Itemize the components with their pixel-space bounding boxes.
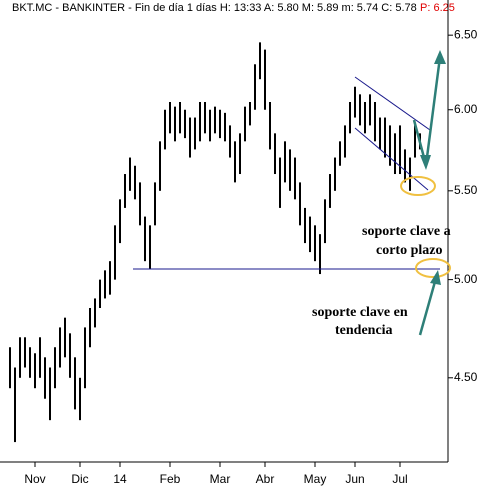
arrowhead (434, 50, 446, 64)
highlight (415, 258, 451, 278)
arrowhead (420, 155, 431, 170)
y-tick-label: 6.50 (454, 27, 478, 41)
x-tick-label: Abr (256, 472, 275, 486)
y-tick-label: 4.50 (454, 370, 478, 384)
plot (9, 42, 421, 443)
highlight (400, 176, 436, 196)
channel-line (354, 127, 429, 191)
x-tick-label: Jun (345, 472, 364, 486)
title-alert: P: 6.25 (420, 2, 455, 14)
x-tick-label: Nov (24, 472, 45, 486)
annotation: soporte clave a (362, 224, 451, 239)
channel-line (354, 76, 431, 131)
annotation: soporte clave en (312, 305, 408, 320)
y-tick-label: 5.00 (454, 272, 478, 286)
x-tick-label: 14 (113, 472, 127, 486)
chart-title: BKT.MC - BANKINTER - Fin de día 1 días H… (12, 2, 417, 14)
x-tick-label: Jul (392, 472, 407, 486)
arrowhead (430, 270, 441, 285)
x-tick-label: May (304, 472, 327, 486)
annotation: corto plazo (376, 243, 442, 258)
y-tick-label: 6.00 (454, 102, 478, 116)
x-tick-label: Mar (210, 472, 231, 486)
arrow (418, 277, 438, 336)
x-tick-label: Feb (160, 472, 181, 486)
annotation: tendencia (335, 323, 393, 338)
x-tick-label: Dic (71, 472, 88, 486)
y-tick-label: 5.50 (454, 183, 478, 197)
arrow (412, 56, 442, 166)
